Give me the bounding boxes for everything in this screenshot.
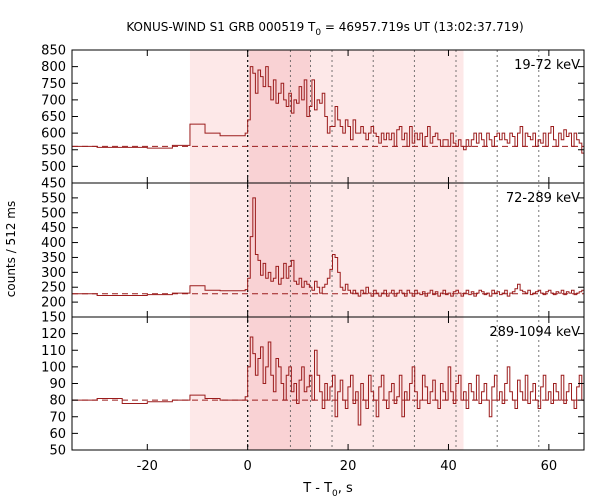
- y-tick-label-1-7: 800: [41, 60, 66, 75]
- y-tick-label-1-1: 500: [41, 160, 66, 175]
- panel-energy-label-1: 19-72 keV: [514, 58, 580, 73]
- y-tick-label-1-4: 650: [41, 110, 66, 125]
- y-tick-label-2-2: 250: [41, 281, 66, 296]
- y-tick-label-2-4: 350: [41, 251, 66, 266]
- y-tick-label-1-8: 850: [41, 44, 66, 59]
- panel-energy-label-2: 72-289 keV: [506, 191, 580, 206]
- lightcurve-series-3: [72, 336, 584, 426]
- y-tick-label-2-3: 300: [41, 266, 66, 281]
- y-tick-label-2-6: 450: [41, 221, 66, 236]
- y-tick-label-2-5: 400: [41, 236, 66, 251]
- y-tick-label-1-5: 700: [41, 93, 66, 108]
- lightcurve-series-2: [72, 197, 584, 297]
- y-tick-label-1-0: 450: [41, 177, 66, 192]
- y-tick-label-3-0: 50: [49, 444, 66, 459]
- y-tick-label-2-1: 200: [41, 296, 66, 311]
- y-axis-label: counts / 512 ms: [4, 201, 18, 297]
- x-tick-label-3: 40: [440, 459, 457, 474]
- x-tick-label-0: -20: [137, 459, 158, 474]
- panel-energy-label-3: 289-1094 keV: [489, 325, 580, 340]
- y-tick-label-3-3: 80: [49, 394, 66, 409]
- y-tick-label-2-0: 150: [41, 311, 66, 326]
- y-tick-label-1-3: 600: [41, 127, 66, 142]
- y-tick-label-2-8: 550: [41, 191, 66, 206]
- y-tick-label-3-1: 60: [49, 427, 66, 442]
- x-tick-label-2: 20: [340, 459, 357, 474]
- y-tick-label-3-7: 120: [41, 327, 66, 342]
- chart-title: KONUS-WIND S1 GRB 000519 T0 = 46957.719s…: [126, 20, 523, 38]
- y-tick-label-3-4: 90: [49, 377, 66, 392]
- x-axis-label: T - T0, s: [302, 481, 353, 499]
- y-tick-label-1-6: 750: [41, 77, 66, 92]
- lightcurve-series-1: [72, 66, 584, 154]
- y-tick-label-3-6: 110: [41, 344, 66, 359]
- x-tick-label-1: 0: [244, 459, 252, 474]
- y-tick-label-3-5: 100: [41, 360, 66, 375]
- y-tick-label-3-2: 70: [49, 410, 66, 425]
- y-tick-label-2-7: 500: [41, 206, 66, 221]
- x-tick-label-4: 60: [541, 459, 558, 474]
- y-tick-label-1-2: 550: [41, 143, 66, 158]
- dark-shaded-interval: [249, 50, 311, 450]
